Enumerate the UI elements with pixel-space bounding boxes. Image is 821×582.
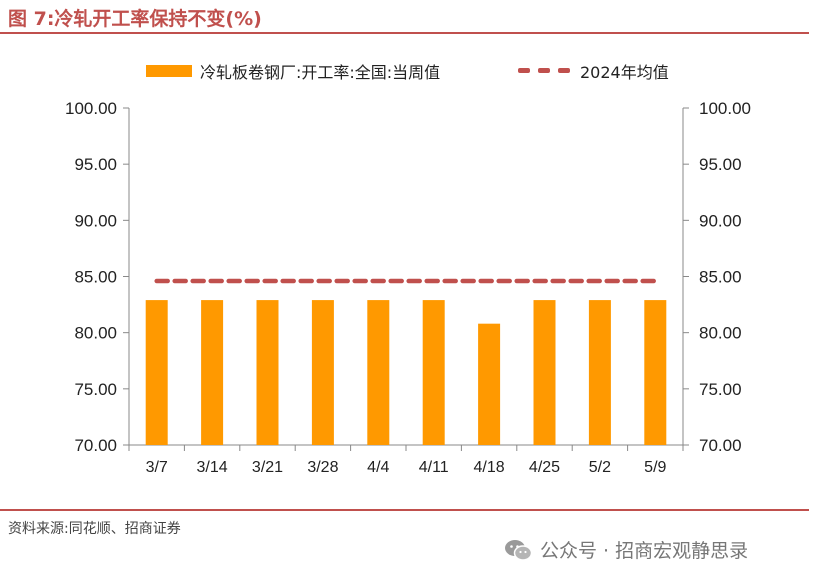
y-tick-label-left: 100.00 xyxy=(65,99,117,118)
x-tick-label: 4/25 xyxy=(529,459,560,476)
source-note: 资料来源:同花顺、招商证券 xyxy=(8,521,181,537)
bar xyxy=(145,300,168,445)
y-tick-label-right: 85.00 xyxy=(699,268,742,287)
x-tick-label: 3/28 xyxy=(307,459,338,476)
y-tick-label-right: 100.00 xyxy=(699,99,751,118)
x-tick-label: 5/2 xyxy=(589,459,611,476)
y-tick-label-right: 75.00 xyxy=(699,380,742,399)
x-tick-label: 4/18 xyxy=(474,459,505,476)
legend-bar-swatch xyxy=(146,65,192,77)
watermark-text: 公众号 · 招商宏观静思录 xyxy=(540,540,749,562)
x-tick-label: 4/11 xyxy=(419,459,449,476)
y-tick-label-left: 90.00 xyxy=(74,211,117,230)
y-tick-label-right: 95.00 xyxy=(699,155,742,174)
bar xyxy=(478,323,501,445)
y-tick-label-right: 80.00 xyxy=(699,324,742,343)
footer-divider xyxy=(0,509,809,511)
x-tick-label: 5/9 xyxy=(644,459,666,476)
y-tick-label-left: 95.00 xyxy=(74,155,117,174)
x-tick-label: 3/7 xyxy=(146,459,168,476)
bar xyxy=(311,300,334,445)
bar xyxy=(367,300,390,445)
legend-item-avg: 2024年均值 xyxy=(518,59,669,83)
watermark: 公众号 · 招商宏观静思录 xyxy=(504,536,748,563)
y-tick-label-left: 85.00 xyxy=(74,268,117,287)
bar xyxy=(201,300,224,445)
bar xyxy=(422,300,445,445)
legend-label-bar: 冷轧板卷钢厂:开工率:全国:当周值 xyxy=(200,63,441,82)
legend-label-avg: 2024年均值 xyxy=(580,63,669,82)
x-tick-label: 3/21 xyxy=(252,459,283,476)
bar xyxy=(256,300,279,445)
y-tick-label-left: 80.00 xyxy=(74,324,117,343)
legend: 冷轧板卷钢厂:开工率:全国:当周值 2024年均值 xyxy=(0,57,821,83)
title-divider xyxy=(0,32,809,34)
y-tick-label-left: 75.00 xyxy=(74,380,117,399)
x-tick-label: 3/14 xyxy=(197,459,228,476)
y-tick-label-right: 90.00 xyxy=(699,211,742,230)
y-tick-label-right: 70.00 xyxy=(699,436,742,455)
y-tick-label-left: 70.00 xyxy=(74,436,117,455)
wechat-icon xyxy=(504,539,533,561)
legend-dash-swatch xyxy=(518,68,574,74)
x-tick-label: 4/4 xyxy=(367,459,389,476)
legend-item-bar: 冷轧板卷钢厂:开工率:全国:当周值 xyxy=(146,59,440,83)
bar xyxy=(533,300,556,445)
bar xyxy=(644,300,667,445)
bar xyxy=(588,300,611,445)
chart-plot: 70.00 75.00 80.00 85.00 90.00 95.00 100.00 70.0… xyxy=(65,99,751,476)
chart-title: 图 7:冷轧开工率保持不变(%) xyxy=(8,8,262,30)
